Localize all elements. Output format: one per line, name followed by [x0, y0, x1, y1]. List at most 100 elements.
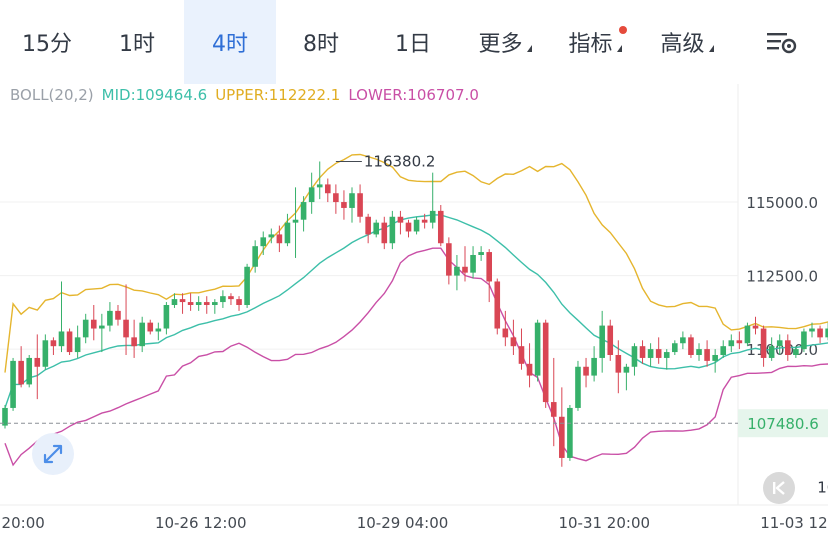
candle-body [825, 328, 828, 338]
candle-body [50, 340, 57, 347]
boll-lower-line [4, 247, 828, 467]
current-price-label: 107480.6 [747, 415, 819, 433]
tab-more[interactable]: 更多 [462, 0, 548, 84]
candle-body [680, 337, 686, 344]
candle-body [90, 319, 97, 329]
candle-body [236, 299, 242, 305]
candle-body [470, 255, 476, 273]
tab-1h-label: 1时 [119, 32, 155, 57]
candle-body [252, 246, 258, 267]
candle-body [663, 352, 670, 358]
candle-body [631, 346, 638, 367]
candle-body [373, 222, 380, 235]
candle-body [155, 328, 162, 332]
candle-body [195, 302, 202, 305]
tab-1d[interactable]: 1日 [370, 0, 456, 84]
candle-body [300, 202, 307, 220]
candle-body [66, 331, 73, 353]
candle-body [292, 219, 299, 223]
candle-body [147, 322, 154, 332]
candle-body [736, 340, 743, 344]
tab-15min[interactable]: 15分 [4, 0, 90, 84]
candle-body [696, 349, 702, 355]
candle-body [672, 343, 678, 353]
candle-body [607, 325, 614, 355]
candle-body [478, 252, 484, 255]
candle-body [316, 184, 323, 188]
x-tick-label: 11-03 12:00 [760, 514, 828, 532]
candle-body [454, 266, 460, 276]
candle-body [518, 346, 525, 364]
tab-15min-label: 15分 [22, 32, 72, 57]
candle-body [752, 325, 759, 329]
tab-4h[interactable]: 4时 [184, 0, 276, 84]
candle-body [575, 366, 581, 408]
tab-1h[interactable]: 1时 [94, 0, 180, 84]
boll-upper-line [4, 153, 828, 373]
candle-body [793, 349, 799, 355]
candle-body [559, 416, 565, 458]
tab-8h[interactable]: 8时 [278, 0, 364, 84]
candle-body [58, 331, 65, 347]
expand-chart-button[interactable] [32, 433, 74, 475]
candle-body [308, 187, 315, 203]
candle-body [801, 331, 807, 350]
tab-more-label: 更多 [478, 32, 523, 57]
candle-body [744, 325, 751, 344]
candle-body [526, 363, 533, 376]
high-price-label: 116380.2 [364, 152, 436, 170]
candle-body [82, 319, 89, 338]
candle-body [171, 299, 178, 305]
candle-body [341, 202, 347, 208]
candle-body [768, 346, 775, 358]
boll-mid-value: MID:109464.6 [101, 86, 208, 104]
candle-body [179, 299, 186, 303]
boll-lower-value: LOWER:106707.0 [348, 86, 479, 104]
low-price-label: 105300.0 [817, 478, 828, 496]
candle-body [720, 346, 727, 355]
candle-body [615, 355, 622, 373]
candle-body [817, 328, 823, 338]
candle-body [623, 366, 630, 373]
x-tick-label: 10-31 20:00 [558, 514, 650, 532]
candle-body [284, 222, 291, 244]
candle-body [567, 407, 573, 458]
candle-body [502, 328, 509, 338]
expand-arrows-icon [43, 444, 63, 464]
candle-body [381, 222, 388, 244]
candle-body [187, 302, 194, 305]
current-price-tag [738, 409, 828, 438]
candle-body [276, 234, 283, 244]
tab-1d-label: 1日 [395, 32, 431, 57]
tab-4h-label: 4时 [212, 32, 248, 57]
candle-body [784, 340, 791, 355]
candle-body [591, 357, 597, 376]
candle-body [494, 281, 501, 329]
candle-body [163, 305, 170, 329]
candle-body [244, 266, 250, 305]
scroll-to-latest-button[interactable] [763, 472, 795, 504]
tab-advanced[interactable]: 高级 [644, 0, 730, 84]
candle-body [123, 319, 129, 338]
candle-body [349, 193, 355, 208]
candle-body [10, 360, 16, 408]
candle-body [131, 337, 137, 347]
candle-body [437, 210, 444, 244]
tab-indicators[interactable]: 指标 [552, 0, 638, 84]
tab-advanced-label: 高级 [660, 32, 705, 57]
candle-body [429, 210, 436, 223]
boll-name: BOLL(20,2) [10, 86, 94, 104]
candle-body [74, 337, 81, 353]
candle-body [365, 216, 371, 235]
candle-body [534, 322, 541, 376]
candle-body [26, 357, 33, 385]
candle-body [446, 243, 452, 276]
candle-body [42, 340, 49, 367]
chart-settings-icon[interactable] [765, 28, 799, 56]
x-tick-label: 10-23 20:00 [0, 514, 45, 532]
candle-body [421, 219, 428, 223]
candle-body [704, 349, 710, 361]
candle-body [728, 340, 735, 347]
caret-down-icon [708, 44, 714, 52]
